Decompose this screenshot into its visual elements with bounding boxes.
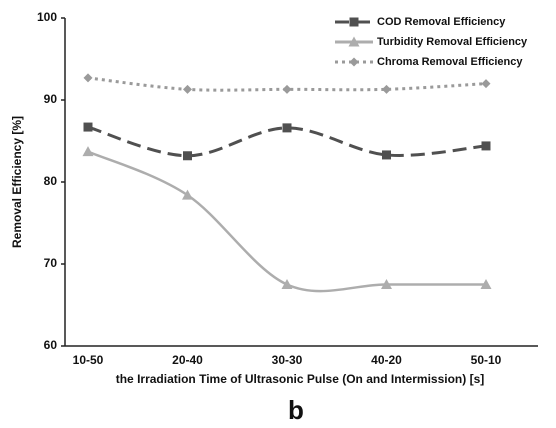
data-point — [381, 279, 392, 289]
y-axis-label: Removal Efficiency [%] — [10, 116, 24, 248]
data-point — [83, 73, 93, 83]
data-point — [183, 84, 192, 94]
y-tick-label: 90 — [44, 92, 58, 106]
legend-label: Turbidity Removal Efficiency — [377, 36, 528, 48]
data-point — [182, 189, 193, 200]
panel-label: b — [288, 395, 304, 425]
x-tick-label: 20-40 — [172, 353, 203, 367]
legend: COD Removal Efficiency Turbidity Removal … — [335, 16, 528, 68]
x-tick-label: 10-50 — [73, 353, 104, 367]
y-tick-label: 80 — [44, 174, 58, 188]
series-line — [87, 150, 486, 293]
data-point — [282, 84, 292, 94]
data-point — [281, 279, 293, 289]
data-point — [83, 122, 93, 132]
legend-marker — [349, 17, 359, 27]
legend-marker — [348, 36, 360, 47]
x-tick-label: 40-20 — [371, 353, 402, 367]
y-tick-label: 70 — [44, 256, 58, 270]
y-tick-label: 100 — [37, 10, 57, 24]
series-line — [87, 76, 487, 92]
data-point — [481, 79, 491, 89]
x-tick-label: 30-30 — [272, 353, 303, 367]
legend-label: COD Removal Efficiency — [377, 16, 506, 28]
data-point — [183, 151, 192, 161]
data-point — [382, 84, 391, 94]
x-tick-label: 50-10 — [471, 353, 502, 367]
y-tick-label: 60 — [44, 338, 58, 352]
legend-marker — [349, 57, 359, 67]
data-point — [480, 279, 492, 289]
data-point — [82, 146, 94, 157]
data-point — [382, 150, 391, 160]
series-line — [87, 125, 487, 158]
data-point — [282, 123, 292, 133]
legend-label: Chroma Removal Efficiency — [377, 56, 523, 68]
x-axis-label: the Irradiation Time of Ultrasonic Pulse… — [116, 372, 485, 386]
data-point — [481, 141, 491, 151]
